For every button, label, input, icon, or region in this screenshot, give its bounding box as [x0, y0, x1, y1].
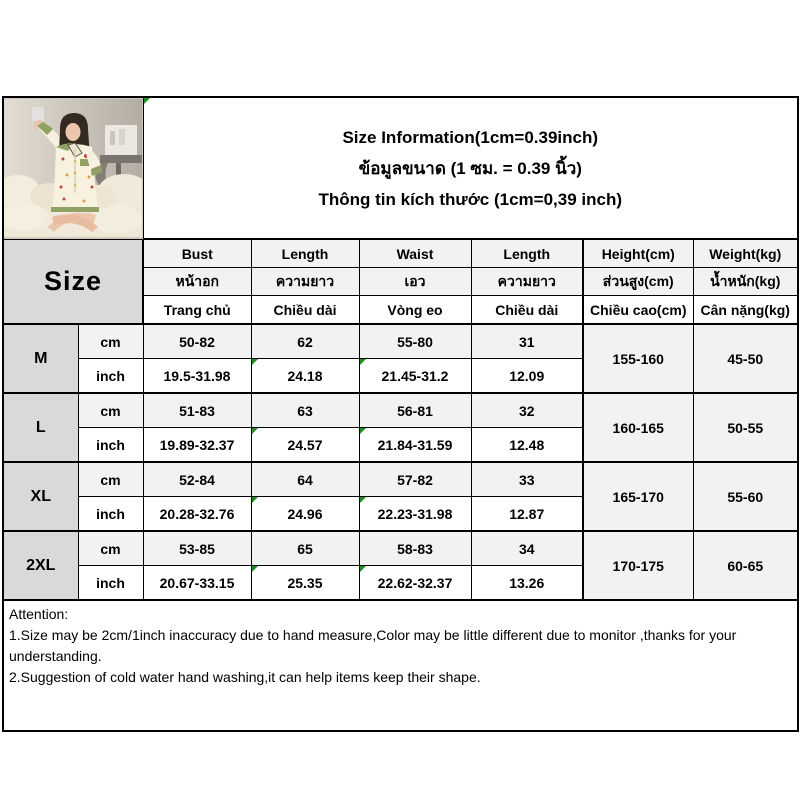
table-cell: 32	[470, 392, 584, 428]
unit-label: cm	[77, 323, 144, 359]
pajama-model-illustration	[4, 99, 142, 238]
table-cell: 24.57	[250, 427, 360, 463]
attention-line-1: 1.Size may be 2cm/1inch inaccuracy due t…	[9, 627, 737, 664]
size-row-label: 2XL	[2, 530, 79, 601]
table-cell: 19.89-32.37	[142, 427, 252, 463]
height-cell: 160-165	[582, 392, 694, 463]
attention-heading: Attention:	[9, 606, 69, 622]
size-chart-sheet: Size Information(1cm=0.39inch) ข้อมูลขนา…	[2, 96, 799, 732]
height-cell: 170-175	[582, 530, 694, 601]
attention-note: Attention: 1.Size may be 2cm/1inch inacc…	[2, 599, 799, 732]
weight-cell: 50-55	[692, 392, 799, 463]
cell-flag-icon	[252, 497, 258, 503]
table-cell: 22.62-32.37	[358, 565, 472, 601]
table-cell: 56-81	[358, 392, 472, 428]
table-cell: 12.48	[470, 427, 584, 463]
size-row-label: XL	[2, 461, 79, 532]
col-header-waist-en: Waist	[358, 238, 472, 268]
table-cell: 52-84	[142, 461, 252, 497]
weight-cell: 45-50	[692, 323, 799, 394]
cell-flag-icon	[360, 566, 366, 572]
col-header-weight-th: น้ำหนัก(kg)	[692, 267, 799, 296]
unit-label: cm	[77, 392, 144, 428]
col-header-weight-vi: Cân nặng(kg)	[692, 295, 799, 325]
col-header-length2-th: ความยาว	[470, 267, 584, 296]
weight-cell: 60-65	[692, 530, 799, 601]
size-header: Size	[2, 238, 144, 325]
table-cell: 25.35	[250, 565, 360, 601]
cell-flag-icon	[360, 359, 366, 365]
col-header-height-vi: Chiều cao(cm)	[582, 295, 694, 325]
unit-label: cm	[77, 461, 144, 497]
table-cell: 13.26	[470, 565, 584, 601]
cell-flag-icon	[360, 428, 366, 434]
col-header-height-th: ส่วนสูง(cm)	[582, 267, 694, 296]
table-cell: 21.45-31.2	[358, 358, 472, 394]
table-cell: 34	[470, 530, 584, 566]
unit-label: inch	[77, 358, 144, 394]
col-header-waist-vi: Vòng eo	[358, 295, 472, 325]
size-table: Size Information(1cm=0.39inch) ข้อมูลขนา…	[2, 96, 799, 732]
table-cell: 57-82	[358, 461, 472, 497]
table-cell: 62	[250, 323, 360, 359]
table-cell: 51-83	[142, 392, 252, 428]
table-cell: 20.28-32.76	[142, 496, 252, 532]
col-header-weight-en: Weight(kg)	[692, 238, 799, 268]
table-cell: 64	[250, 461, 360, 497]
table-cell: 12.87	[470, 496, 584, 532]
unit-label: cm	[77, 530, 144, 566]
col-header-bust-th: หน้าอก	[142, 267, 252, 296]
table-cell: 63	[250, 392, 360, 428]
cell-flag-icon	[252, 428, 258, 434]
table-cell: 19.5-31.98	[142, 358, 252, 394]
table-cell: 33	[470, 461, 584, 497]
col-header-height-en: Height(cm)	[582, 238, 694, 268]
table-cell: 53-85	[142, 530, 252, 566]
title-vietnamese: Thông tin kích thước (1cm=0,39 inch)	[318, 189, 623, 209]
col-header-length-vi: Chiều dài	[250, 295, 360, 325]
cell-flag-icon	[144, 98, 150, 104]
height-cell: 155-160	[582, 323, 694, 394]
col-header-bust-en: Bust	[142, 238, 252, 268]
table-cell: 55-80	[358, 323, 472, 359]
col-header-bust-vi: Trang chủ	[142, 295, 252, 325]
cell-flag-icon	[252, 359, 258, 365]
table-cell: 24.18	[250, 358, 360, 394]
title-thai: ข้อมูลขนาด (1 ซม. = 0.39 นิ้ว)	[358, 158, 582, 178]
table-cell: 65	[250, 530, 360, 566]
title-english: Size Information(1cm=0.39inch)	[342, 127, 599, 147]
col-header-waist-th: เอว	[358, 267, 472, 296]
table-cell: 22.23-31.98	[358, 496, 472, 532]
col-header-length2-vi: Chiều dài	[470, 295, 584, 325]
size-row-label: M	[2, 323, 79, 394]
col-header-length2-en: Length	[470, 238, 584, 268]
height-cell: 165-170	[582, 461, 694, 532]
attention-line-2: 2.Suggestion of cold water hand washing,…	[9, 669, 481, 685]
cell-flag-icon	[252, 566, 258, 572]
unit-label: inch	[77, 496, 144, 532]
product-photo	[2, 96, 144, 240]
size-row-label: L	[2, 392, 79, 463]
table-cell: 21.84-31.59	[358, 427, 472, 463]
table-cell: 50-82	[142, 323, 252, 359]
unit-label: inch	[77, 565, 144, 601]
col-header-length-th: ความยาว	[250, 267, 360, 296]
table-cell: 24.96	[250, 496, 360, 532]
table-cell: 20.67-33.15	[142, 565, 252, 601]
table-cell: 31	[470, 323, 584, 359]
cell-flag-icon	[360, 497, 366, 503]
col-header-length-en: Length	[250, 238, 360, 268]
table-cell: 58-83	[358, 530, 472, 566]
weight-cell: 55-60	[692, 461, 799, 532]
unit-label: inch	[77, 427, 144, 463]
table-cell: 12.09	[470, 358, 584, 394]
size-information-title: Size Information(1cm=0.39inch) ข้อมูลขนา…	[142, 96, 799, 240]
